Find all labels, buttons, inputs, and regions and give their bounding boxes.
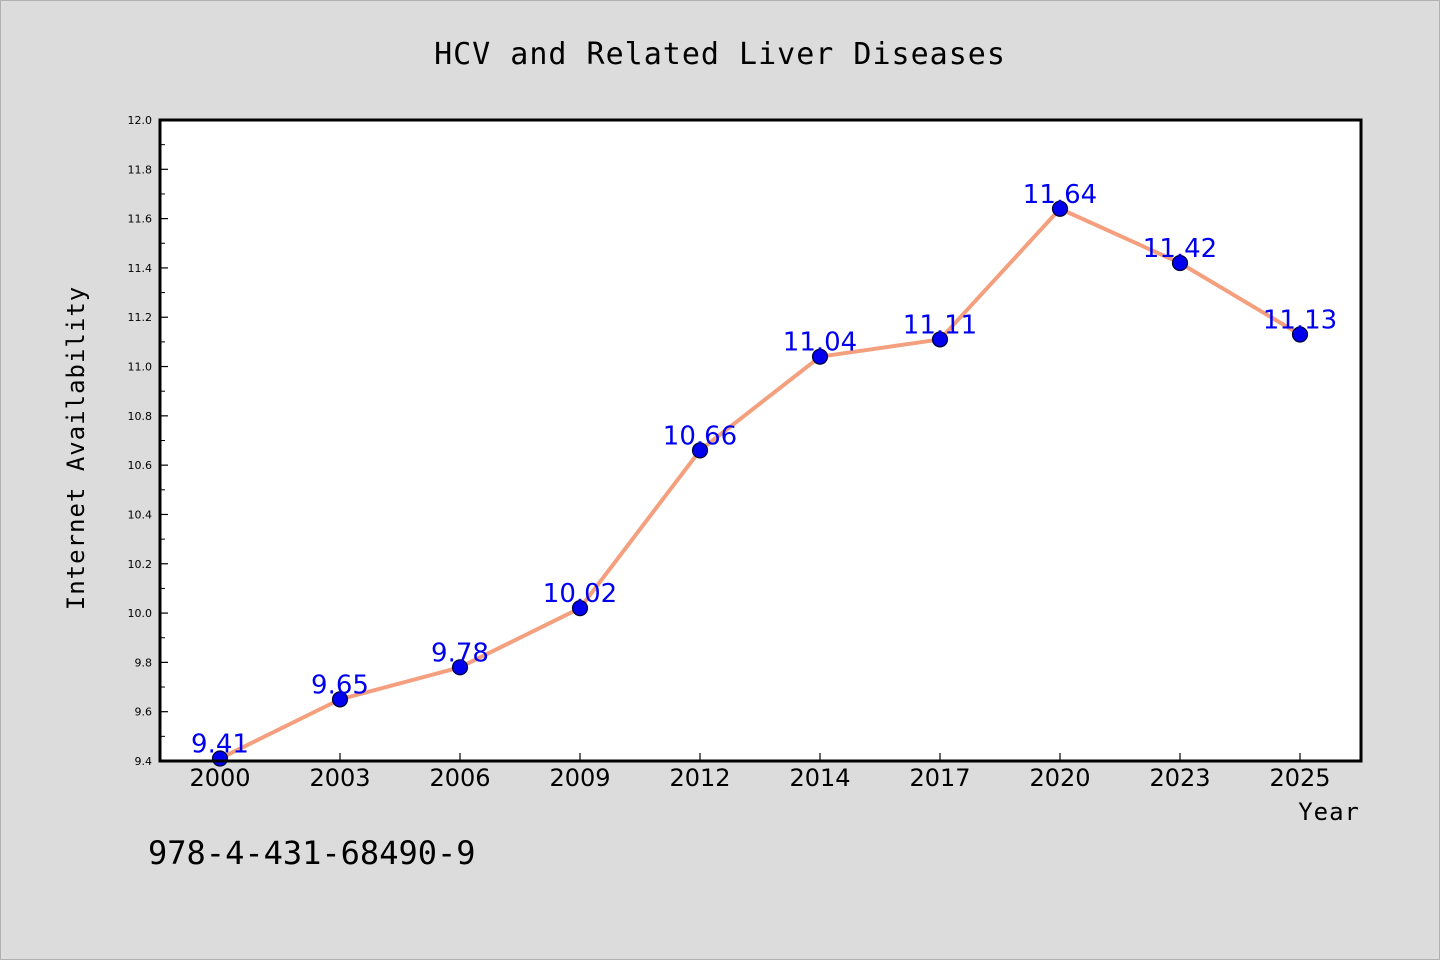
x-tick-label: 2023 [1149,764,1210,792]
x-tick-label: 2020 [1029,764,1090,792]
chart-title: HCV and Related Liver Diseases [434,37,1006,72]
series-line [219,206,1302,761]
data-label: 11.13 [1263,305,1337,335]
y-tick-label: 11.4 [128,262,153,275]
y-axis-ticks: 9.4 9.6 9.8 10.0 10.2 10.4 10.6 10.8 11.0 11.2 11.… [128,114,168,768]
y-tick-label: 9.4 [135,755,153,768]
x-tick-label: 2025 [1269,764,1330,792]
x-axis-ticks: 2000 2003 2006 2009 2012 2014 2017 2020 2023 2025 [189,753,1331,792]
y-tick-label: 10.8 [128,410,153,423]
x-tick-label: 2000 [189,764,250,792]
data-label: 9.41 [191,730,249,760]
data-label: 9.78 [431,638,489,668]
y-axis-label: Internet Availability [62,286,90,610]
data-point [1051,200,1069,217]
y-tick-label: 11.2 [128,311,153,324]
x-tick-label: 2014 [789,764,850,792]
data-label: 9.65 [311,670,369,700]
data-label: 11.11 [903,310,977,340]
data-markers [211,200,1309,767]
data-label: 11.04 [783,328,857,358]
y-tick-label: 11.0 [128,361,153,374]
data-label: 11.42 [1143,234,1217,264]
data-label: 10.02 [543,579,617,609]
y-tick-label: 11.8 [128,163,153,176]
x-tick-label: 2003 [309,764,370,792]
y-tick-label: 10.4 [128,508,153,521]
y-tick-label: 10.6 [128,459,153,472]
data-label: 11.64 [1023,180,1097,210]
data-point [1291,326,1309,343]
data-point [1171,254,1189,272]
x-axis-label: Year [1298,798,1360,826]
y-tick-label: 12.0 [128,114,153,127]
y-tick-label: 9.6 [135,706,153,719]
plot-area [160,120,1361,761]
x-tick-label: 2009 [549,764,610,792]
x-tick-label: 2006 [429,764,490,792]
footer-identifier: 978-4-431-68490-9 [148,834,476,872]
data-point [931,331,949,348]
y-tick-label: 10.0 [128,607,153,620]
data-point [451,659,469,676]
data-point [811,348,829,365]
y-tick-label: 9.8 [135,656,153,669]
data-point [691,442,709,459]
data-labels: 9.41 9.65 9.78 10.02 10.66 11.04 11.11 11.64 11.… [191,180,1337,760]
data-point [571,600,589,617]
data-label: 10.66 [663,421,737,451]
x-tick-label: 2012 [669,764,730,792]
y-tick-label: 10.2 [128,558,153,571]
plot-border [158,118,1363,763]
x-tick-label: 2017 [909,764,970,792]
data-point [331,691,349,708]
y-tick-label: 11.6 [128,213,153,226]
